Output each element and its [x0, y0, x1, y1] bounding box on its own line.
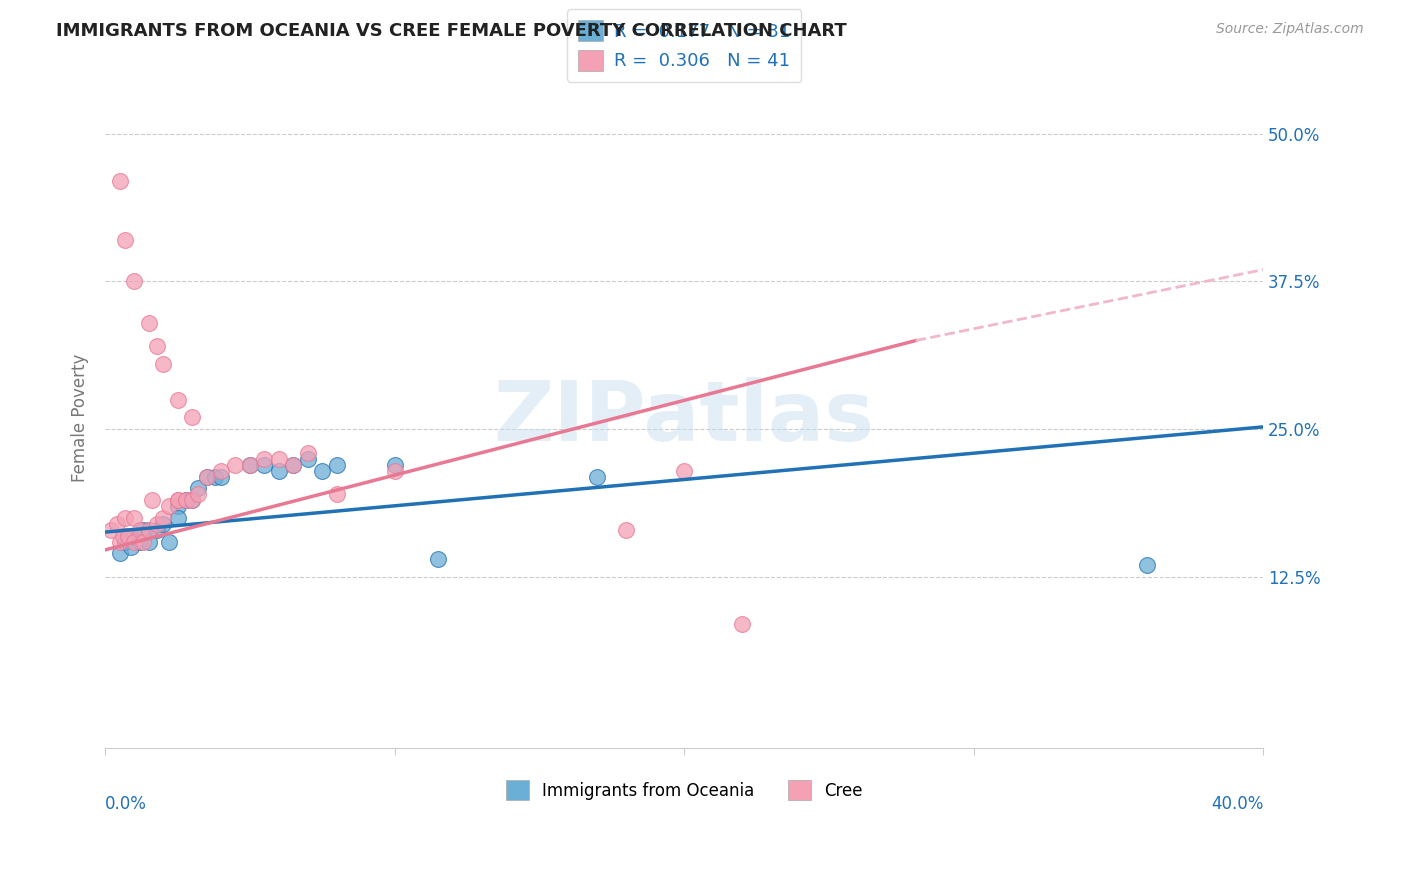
Point	[253, 451, 276, 466]
Point	[239, 458, 262, 472]
Point	[181, 493, 204, 508]
Point	[174, 493, 197, 508]
Point	[239, 458, 262, 472]
Point	[427, 552, 450, 566]
Point	[129, 523, 152, 537]
Point	[138, 523, 160, 537]
Point	[114, 233, 136, 247]
Point	[195, 469, 218, 483]
Point	[166, 392, 188, 407]
Point	[117, 529, 139, 543]
Point	[253, 458, 276, 472]
Point	[311, 464, 333, 478]
Point	[120, 541, 142, 555]
Point	[132, 523, 155, 537]
Point	[297, 446, 319, 460]
Point	[673, 464, 696, 478]
Point	[209, 464, 232, 478]
Point	[122, 534, 145, 549]
Text: 0.0%: 0.0%	[105, 795, 148, 813]
Point	[111, 529, 134, 543]
Point	[117, 529, 139, 543]
Point	[204, 469, 226, 483]
Point	[614, 523, 637, 537]
Point	[138, 316, 160, 330]
Y-axis label: Female Poverty: Female Poverty	[72, 353, 89, 482]
Point	[146, 339, 169, 353]
Point	[224, 458, 246, 472]
Point	[108, 174, 131, 188]
Point	[283, 458, 305, 472]
Point	[132, 534, 155, 549]
Point	[181, 410, 204, 425]
Point	[326, 487, 349, 501]
Point	[166, 511, 188, 525]
Point	[187, 481, 209, 495]
Point	[138, 523, 160, 537]
Point	[1136, 558, 1159, 573]
Point	[146, 523, 169, 537]
Point	[166, 493, 188, 508]
Point	[283, 458, 305, 472]
Point	[129, 534, 152, 549]
Point	[157, 499, 180, 513]
Point	[195, 469, 218, 483]
Point	[384, 464, 406, 478]
Point	[157, 534, 180, 549]
Point	[267, 451, 290, 466]
Point	[108, 534, 131, 549]
Point	[326, 458, 349, 472]
Point	[166, 499, 188, 513]
Point	[114, 534, 136, 549]
Point	[152, 516, 174, 531]
Point	[181, 493, 204, 508]
Point	[586, 469, 609, 483]
Point	[105, 516, 128, 531]
Point	[187, 487, 209, 501]
Legend: Immigrants from Oceania, Cree: Immigrants from Oceania, Cree	[499, 773, 869, 806]
Text: ZIPatlas: ZIPatlas	[494, 377, 875, 458]
Point	[267, 464, 290, 478]
Point	[166, 493, 188, 508]
Text: Source: ZipAtlas.com: Source: ZipAtlas.com	[1216, 22, 1364, 37]
Text: IMMIGRANTS FROM OCEANIA VS CREE FEMALE POVERTY CORRELATION CHART: IMMIGRANTS FROM OCEANIA VS CREE FEMALE P…	[56, 22, 846, 40]
Point	[138, 534, 160, 549]
Point	[146, 516, 169, 531]
Point	[731, 617, 754, 632]
Point	[152, 357, 174, 371]
Point	[297, 451, 319, 466]
Point	[108, 546, 131, 560]
Point	[122, 529, 145, 543]
Point	[122, 511, 145, 525]
Point	[122, 275, 145, 289]
Point	[384, 458, 406, 472]
Point	[114, 511, 136, 525]
Point	[100, 523, 122, 537]
Point	[141, 493, 163, 508]
Point	[174, 493, 197, 508]
Point	[209, 469, 232, 483]
Text: 40.0%: 40.0%	[1211, 795, 1263, 813]
Point	[152, 511, 174, 525]
